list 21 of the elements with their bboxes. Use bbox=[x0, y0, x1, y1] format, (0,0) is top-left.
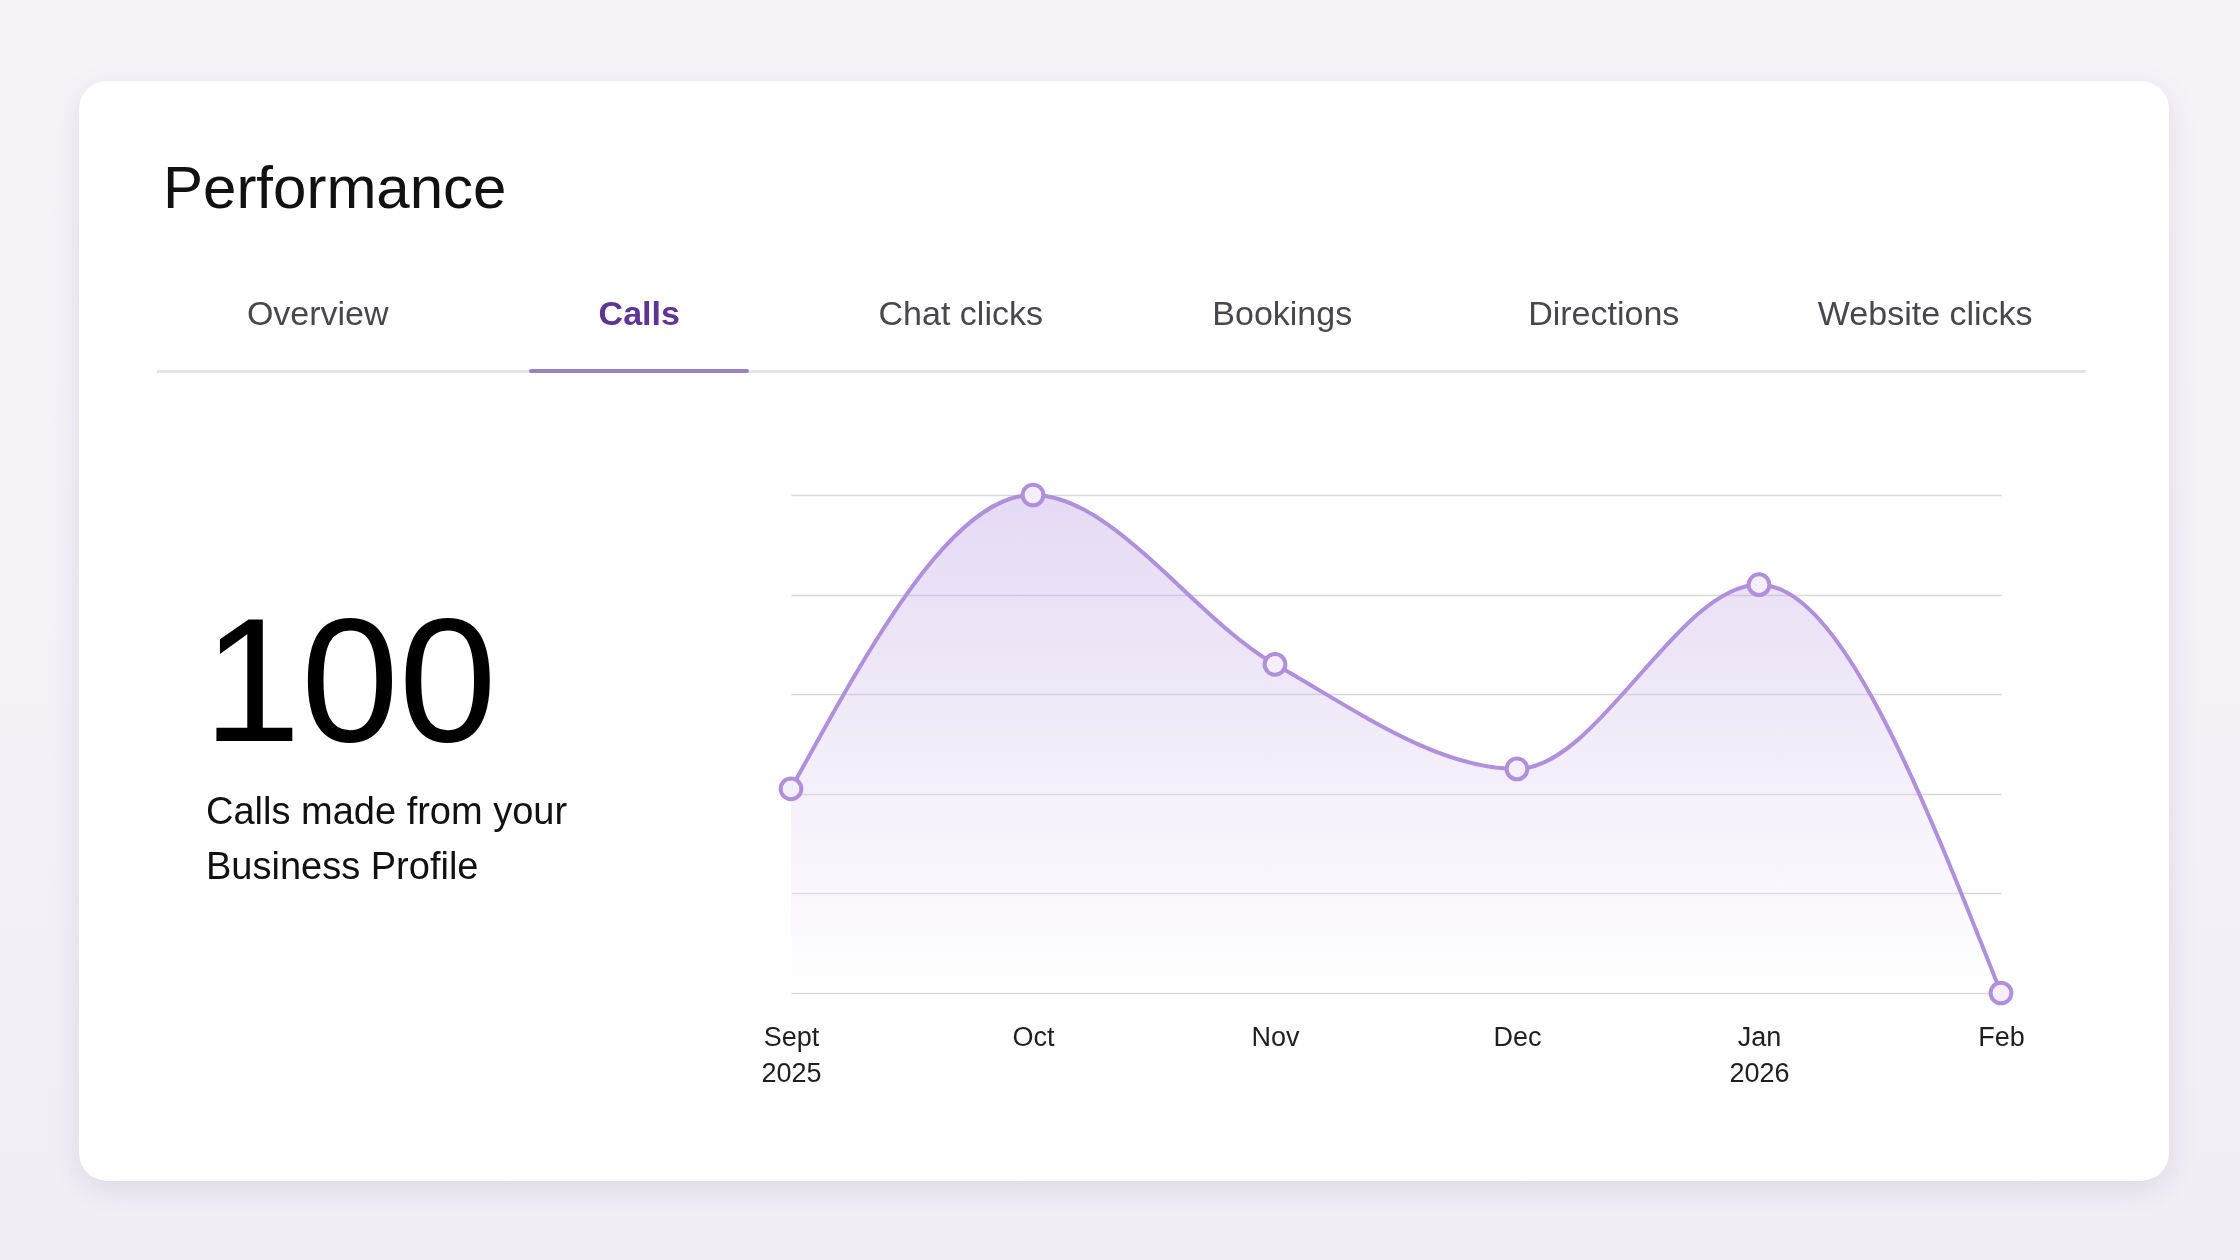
text: Directions bbox=[1527, 293, 1681, 334]
point bbox=[1988, 980, 2014, 1006]
text: Calls bbox=[597, 293, 681, 334]
x-tick-label: Dec bbox=[1493, 1021, 1542, 1052]
point bbox=[1504, 756, 1530, 782]
x-tick-label: Sept 2025 bbox=[761, 1021, 822, 1088]
text: 100 bbox=[203, 582, 497, 778]
text: Calls made from your Business Profile bbox=[206, 789, 569, 889]
x-tick-label: Jan 2026 bbox=[1729, 1021, 1790, 1088]
text: Website clicks bbox=[1816, 293, 2034, 334]
point bbox=[1020, 482, 1046, 508]
text: Overview bbox=[245, 293, 390, 334]
point bbox=[778, 776, 804, 802]
x-tick-label: Nov bbox=[1251, 1021, 1301, 1052]
point bbox=[1262, 651, 1288, 677]
point bbox=[1746, 572, 1772, 597]
chart-title: Performance bbox=[163, 154, 507, 221]
text: Chat clicks bbox=[877, 293, 1044, 334]
x-tick-label: Oct bbox=[1012, 1021, 1055, 1052]
x-tick-label: Feb bbox=[1978, 1021, 2025, 1052]
text: Bookings bbox=[1211, 293, 1354, 334]
